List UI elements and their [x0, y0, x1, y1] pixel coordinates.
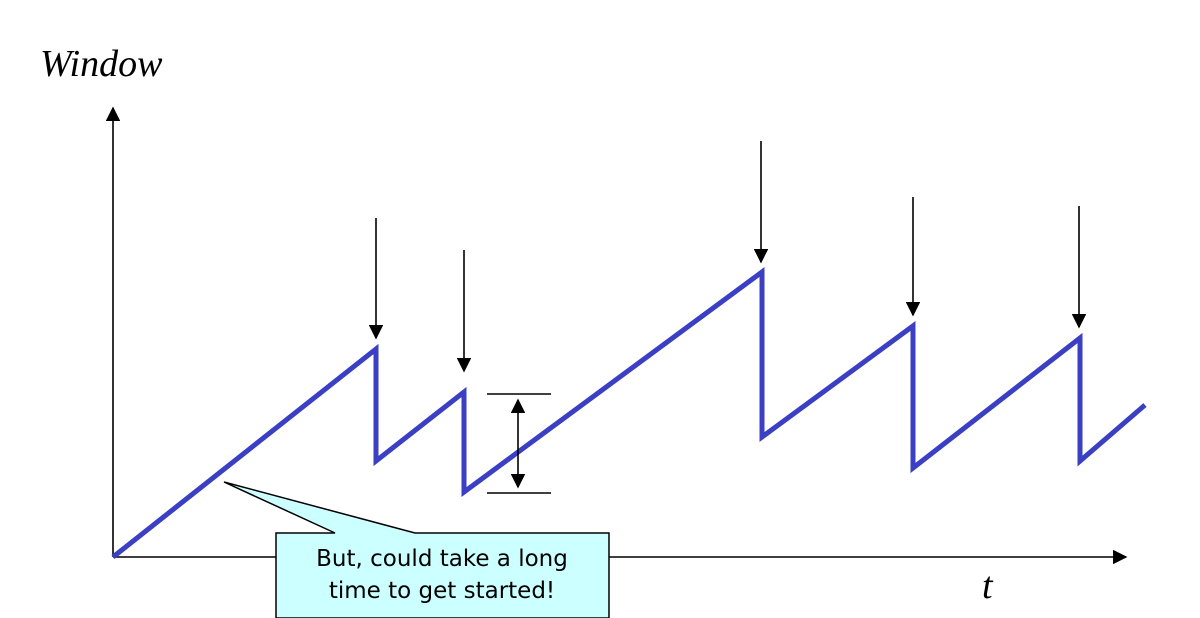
- callout-line-2: time to get started!: [328, 578, 556, 604]
- x-axis-title: t: [982, 565, 993, 607]
- loss-arrows: [368, 141, 1087, 373]
- range-marker: [487, 393, 551, 494]
- callout-text: But, could take a long time to get start…: [276, 532, 608, 618]
- callout-line-1: But, could take a long: [316, 546, 568, 572]
- window-sawtooth-line: [111, 267, 1147, 559]
- y-axis-title: Window: [40, 43, 163, 85]
- callout-bubble: [223, 481, 610, 618]
